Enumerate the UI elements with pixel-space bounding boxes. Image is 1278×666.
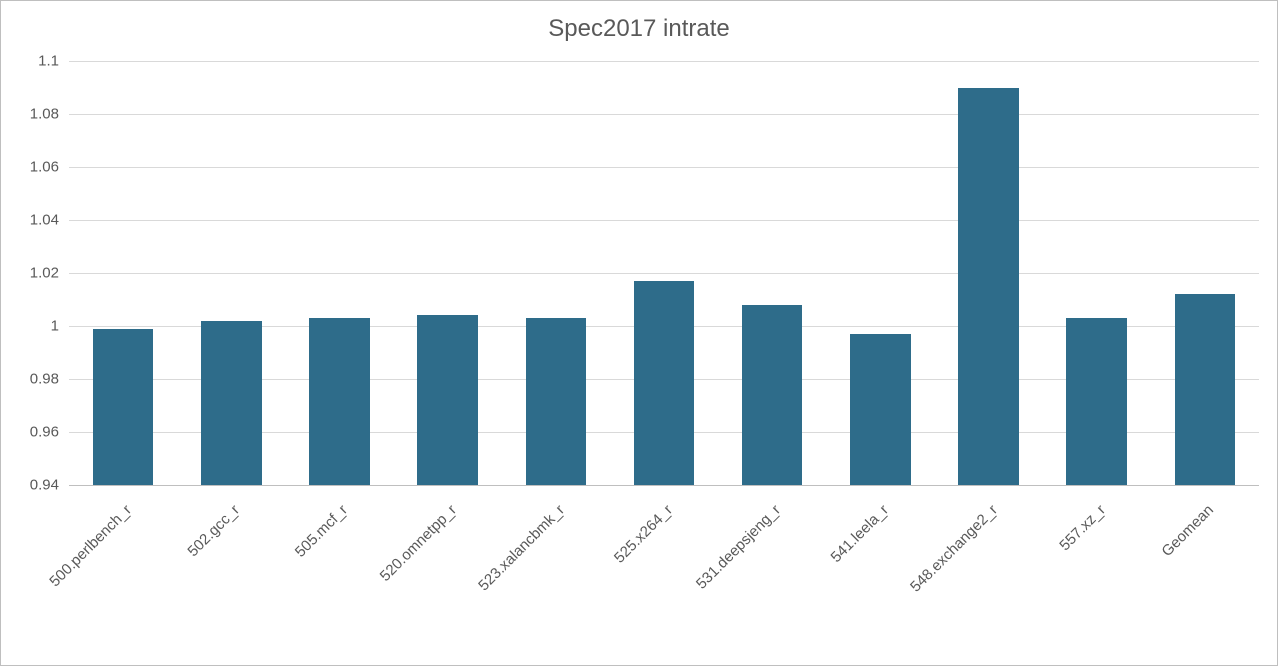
x-tick-label: 502.gcc_r xyxy=(185,501,244,560)
x-tick-label: 520.omnetpp_r xyxy=(376,501,459,584)
y-tick-label: 0.94 xyxy=(30,477,69,494)
bar xyxy=(526,318,587,485)
x-tick-label: Geomean xyxy=(1158,501,1217,560)
y-tick-label: 1.06 xyxy=(30,159,69,176)
bar xyxy=(309,318,370,485)
bar xyxy=(417,315,478,485)
x-tick-label: 548.exchange2_r xyxy=(907,501,1001,595)
y-tick-label: 1.02 xyxy=(30,265,69,282)
x-tick-label: 557.xz_r xyxy=(1056,501,1109,554)
bar xyxy=(201,321,262,485)
y-tick-label: 1.04 xyxy=(30,212,69,229)
y-tick-label: 0.98 xyxy=(30,371,69,388)
x-tick-label: 505.mcf_r xyxy=(292,501,351,560)
bar xyxy=(93,329,154,485)
gridline xyxy=(69,114,1259,115)
y-tick-label: 1.08 xyxy=(30,106,69,123)
x-tick-label: 525.x264_r xyxy=(611,501,676,566)
gridline xyxy=(69,273,1259,274)
x-tick-label: 523.xalancbmk_r xyxy=(475,501,568,594)
bar xyxy=(742,305,803,485)
gridline xyxy=(69,220,1259,221)
chart-title: Spec2017 intrate xyxy=(1,15,1277,43)
y-tick-label: 0.96 xyxy=(30,424,69,441)
gridline xyxy=(69,61,1259,62)
chart-frame: Spec2017 intrate 500.perlbench_r502.gcc_… xyxy=(0,0,1278,666)
bar xyxy=(958,88,1019,486)
bar xyxy=(1066,318,1127,485)
x-tick-label: 500.perlbench_r xyxy=(46,501,135,590)
y-tick-label: 1 xyxy=(51,318,69,335)
x-tick-label: 541.leela_r xyxy=(828,501,893,566)
y-tick-label: 1.1 xyxy=(38,53,69,70)
x-axis-line xyxy=(69,485,1259,486)
bar xyxy=(1175,294,1236,485)
plot-area: 500.perlbench_r502.gcc_r505.mcf_r520.omn… xyxy=(69,61,1259,485)
bar xyxy=(634,281,695,485)
x-tick-label: 531.deepsjeng_r xyxy=(693,501,784,592)
gridline xyxy=(69,167,1259,168)
bar xyxy=(850,334,911,485)
